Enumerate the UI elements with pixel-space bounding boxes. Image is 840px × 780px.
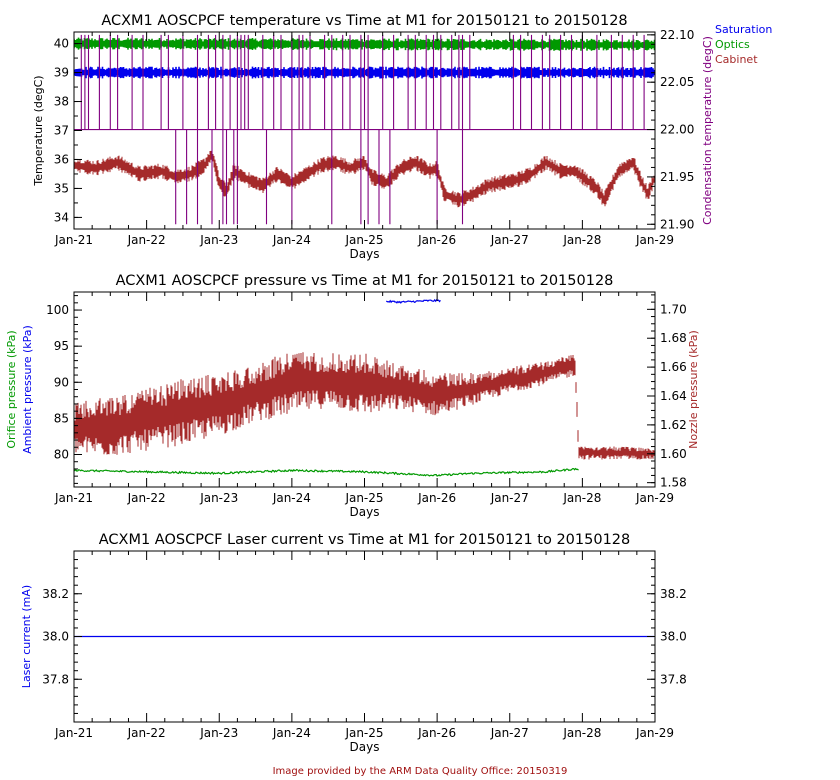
x-axis-label: Days [350, 247, 380, 261]
x-tick-label: Jan-24 [272, 491, 311, 505]
x-axis-label: Days [350, 740, 380, 754]
x-tick-label: Jan-26 [417, 233, 456, 247]
x-tick-label: Jan-29 [635, 726, 674, 740]
y-left-tick-label: 40 [54, 37, 69, 51]
series-cabinet [74, 146, 655, 208]
x-tick-label: Jan-28 [562, 726, 601, 740]
x-tick-label: Jan-24 [272, 233, 311, 247]
y-left-tick-label: 35 [54, 181, 69, 195]
y-left-tick-label: 36 [54, 152, 69, 166]
y-right-tick-label: 1.64 [660, 389, 687, 403]
temperature-chart: ACXM1 AOSCPCF temperature vs Time at M1 … [32, 13, 714, 261]
pressure-chart: ACXM1 AOSCPCF pressure vs Time at M1 for… [5, 273, 700, 519]
x-tick-label: Jan-22 [127, 491, 166, 505]
laser-current-chart: ACXM1 AOSCPCF Laser current vs Time at M… [20, 532, 687, 754]
y-left-axis-label: Orifice pressure (kPa) [5, 330, 18, 448]
footer-credit: Image provided by the ARM Data Quality O… [272, 766, 568, 777]
y-left-tick-label: 38.0 [42, 630, 69, 644]
x-tick-label: Jan-26 [417, 726, 456, 740]
series-condensation-spikes [80, 34, 645, 225]
y-right-tick-label: 1.62 [660, 418, 687, 432]
y-right-tick-label: 22.05 [660, 75, 694, 89]
y-left-tick-label: 85 [54, 411, 69, 425]
series-nozzle [74, 352, 655, 460]
x-tick-label: Jan-22 [127, 233, 166, 247]
y-left-tick-label: 38 [54, 95, 69, 109]
y-left-tick-label: 38.2 [42, 587, 69, 601]
plot-area [74, 298, 655, 477]
x-tick-label: Jan-26 [417, 491, 456, 505]
x-tick-label: Jan-23 [199, 726, 238, 740]
x-tick-label: Jan-27 [490, 726, 529, 740]
x-tick-label: Jan-28 [562, 491, 601, 505]
x-tick-label: Jan-25 [344, 726, 383, 740]
legend-item: Cabinet [715, 53, 758, 66]
x-tick-label: Jan-25 [344, 491, 383, 505]
x-tick-label: Jan-21 [54, 491, 93, 505]
y-left-tick-label: 95 [54, 339, 69, 353]
y-left-axis-label: Temperature (degC) [32, 75, 45, 186]
y-right-tick-label: 1.58 [660, 476, 687, 490]
x-tick-label: Jan-29 [635, 491, 674, 505]
legend: Saturation Optics Cabinet [715, 23, 772, 66]
series-orifice [74, 467, 579, 477]
y-left-tick-label: 37.8 [42, 672, 69, 686]
x-tick-label: Jan-22 [127, 726, 166, 740]
x-tick-label: Jan-23 [199, 491, 238, 505]
chart-title: ACXM1 AOSCPCF temperature vs Time at M1 … [101, 13, 627, 29]
chart-title: ACXM1 AOSCPCF Laser current vs Time at M… [99, 532, 631, 548]
y-right-axis-label: Nozzle pressure (kPa) [687, 330, 700, 449]
y-right-tick-label: 1.68 [660, 331, 687, 345]
x-tick-label: Jan-23 [199, 233, 238, 247]
x-tick-label: Jan-25 [344, 233, 383, 247]
y-right-axis-label: Condensation temperature (degC) [701, 36, 714, 225]
plot-area [74, 34, 655, 225]
y-left-tick-label: 100 [46, 303, 69, 317]
y-right-tick-label: 38.0 [660, 630, 687, 644]
x-axis-label: Days [350, 505, 380, 519]
y-right-tick-label: 22.00 [660, 123, 694, 137]
x-tick-label: Jan-24 [272, 726, 311, 740]
x-tick-label: Jan-21 [54, 726, 93, 740]
y-left-tick-label: 90 [54, 375, 69, 389]
y-left-tick-label: 80 [54, 448, 69, 462]
x-tick-label: Jan-21 [54, 233, 93, 247]
x-tick-label: Jan-29 [635, 233, 674, 247]
y-right-tick-label: 21.90 [660, 217, 694, 231]
y-left-axis-label: Ambient pressure (kPa) [21, 325, 34, 454]
x-tick-label: Jan-27 [490, 233, 529, 247]
x-tick-label: Jan-28 [562, 233, 601, 247]
y-left-tick-label: 39 [54, 66, 69, 80]
y-right-tick-label: 22.10 [660, 28, 694, 42]
y-left-tick-label: 34 [54, 210, 69, 224]
series-ambient [385, 298, 441, 304]
y-right-tick-label: 38.2 [660, 587, 687, 601]
y-right-tick-label: 21.95 [660, 170, 694, 184]
y-left-tick-label: 37 [54, 124, 69, 138]
chart-title: ACXM1 AOSCPCF pressure vs Time at M1 for… [116, 273, 614, 289]
y-right-tick-label: 1.70 [660, 302, 687, 316]
y-right-tick-label: 1.60 [660, 447, 687, 461]
y-right-tick-label: 37.8 [660, 672, 687, 686]
y-right-tick-label: 1.66 [660, 360, 687, 374]
x-tick-label: Jan-27 [490, 491, 529, 505]
legend-item: Optics [715, 38, 750, 51]
y-left-axis-label: Laser current (mA) [20, 585, 33, 688]
legend-item: Saturation [715, 23, 772, 36]
